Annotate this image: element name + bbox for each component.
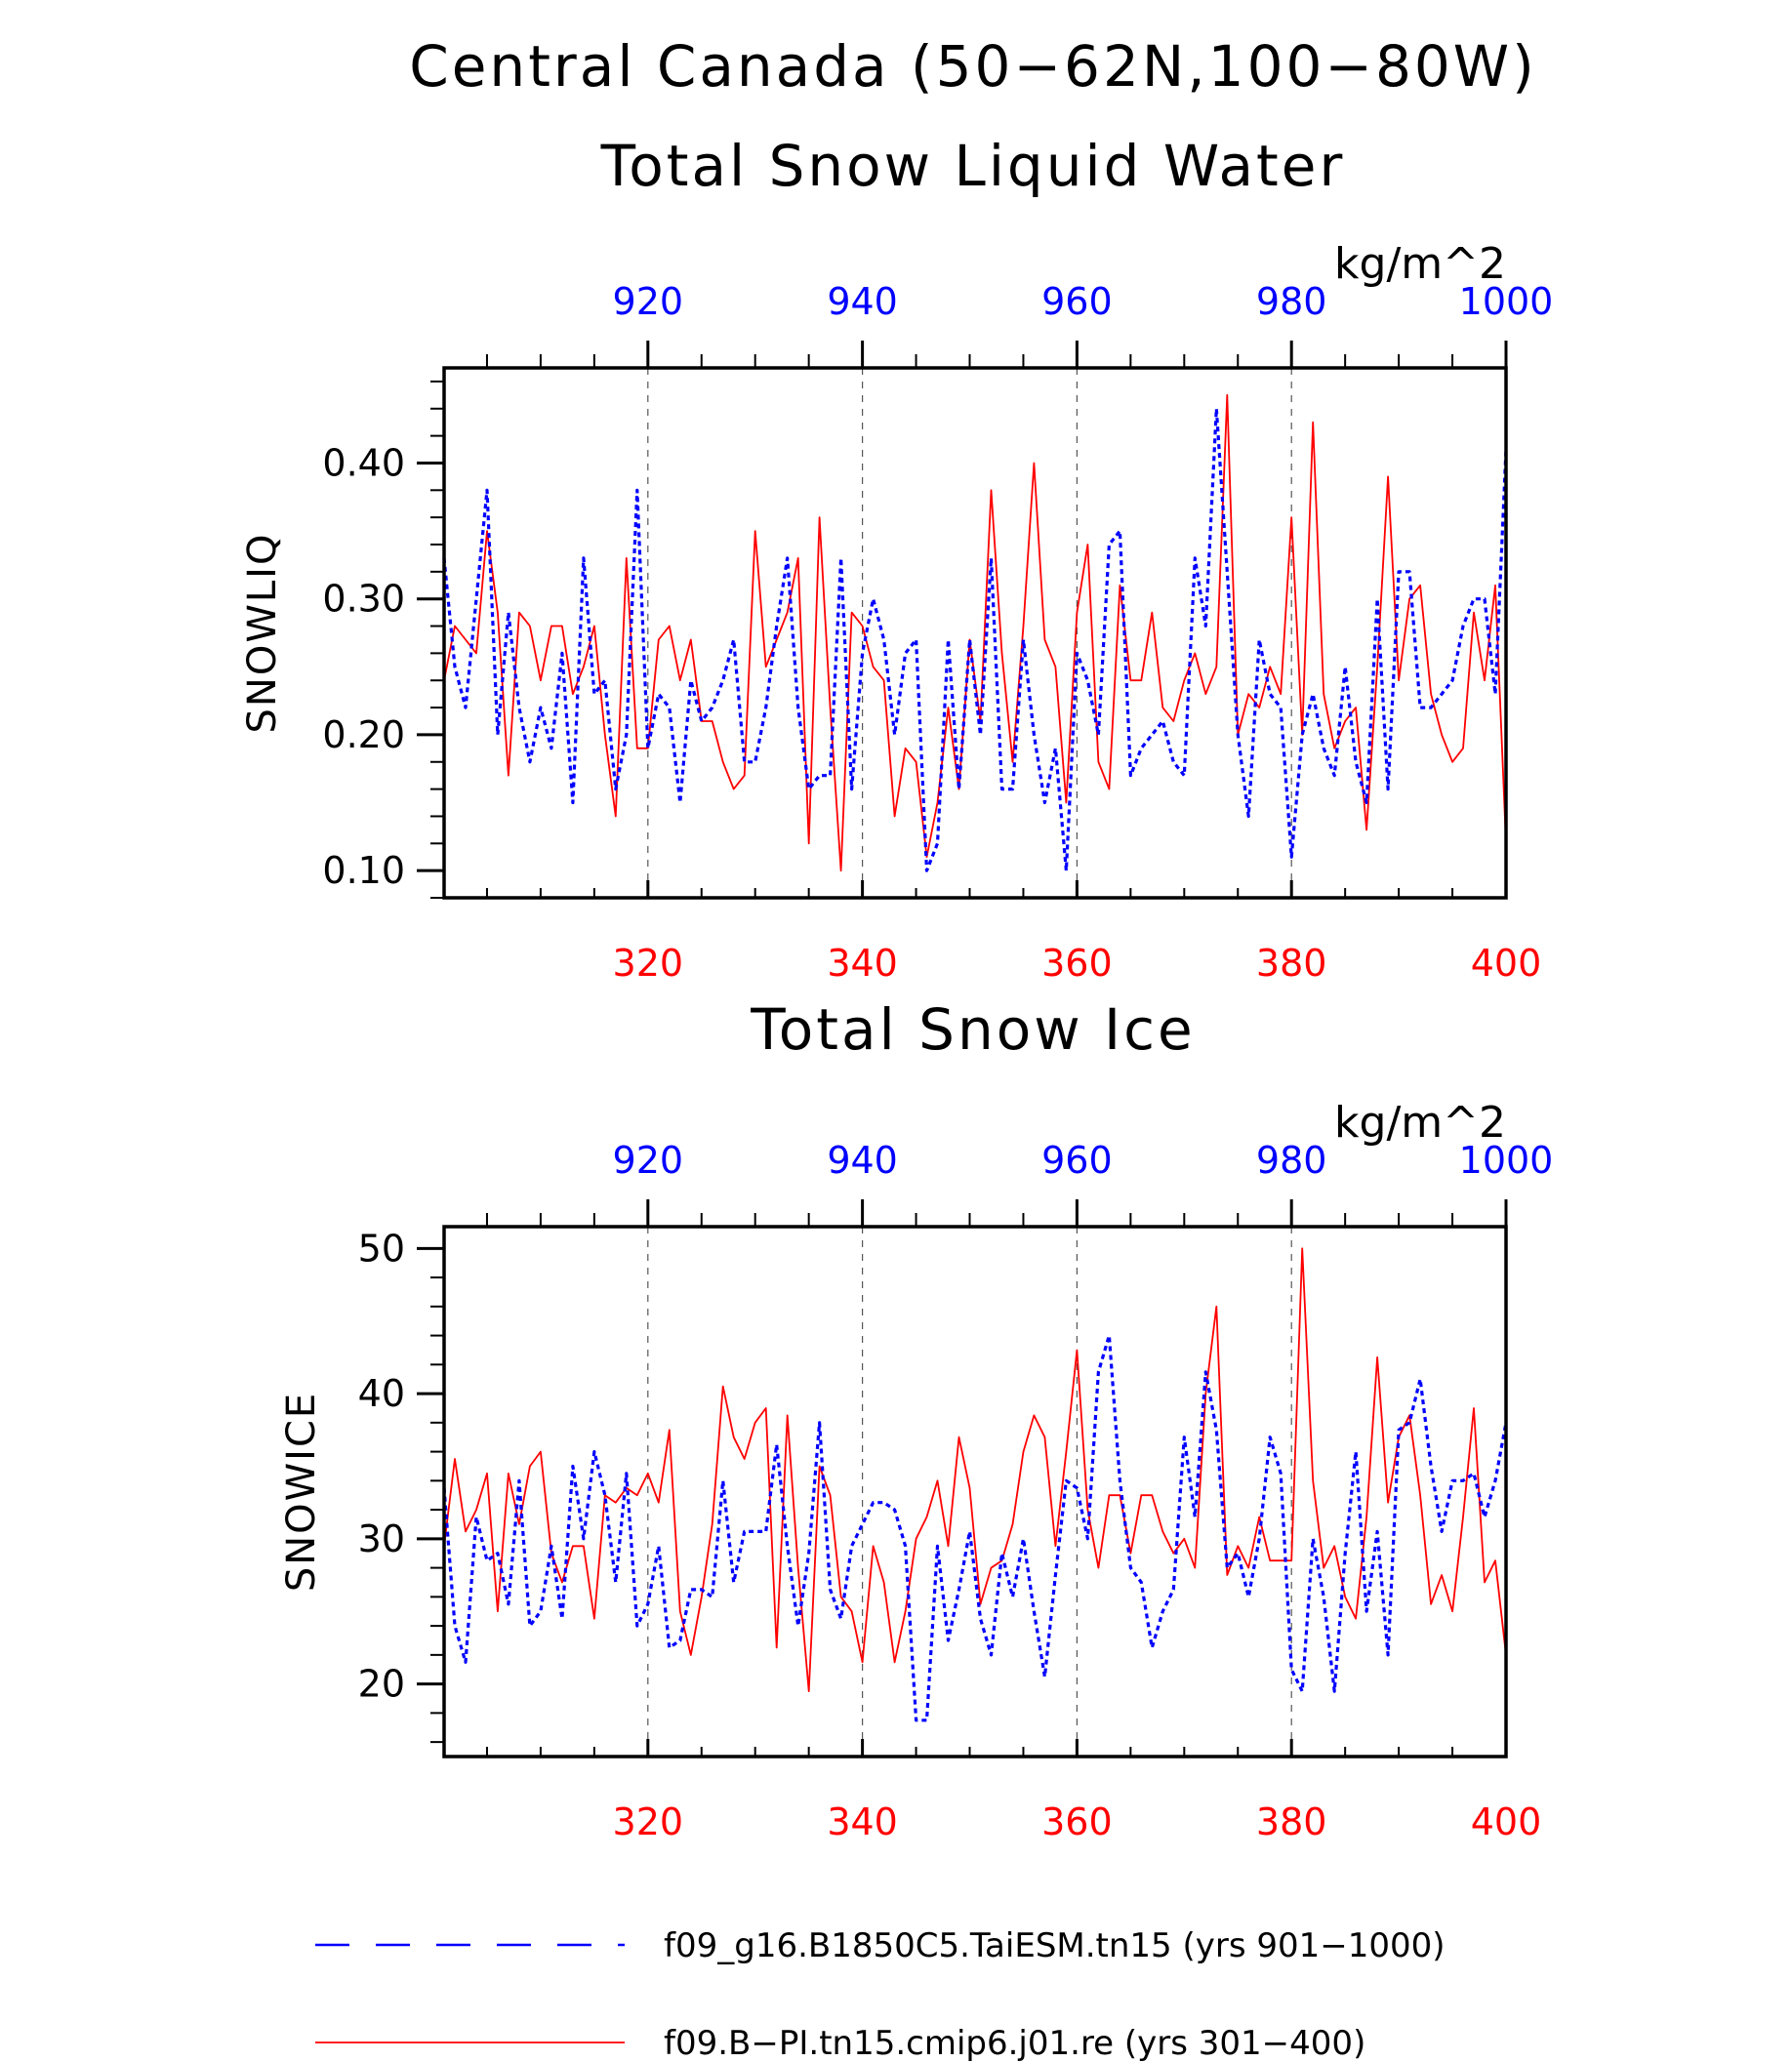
y-tick-label: 30 bbox=[358, 1517, 405, 1560]
chart-title: Total Snow Ice bbox=[750, 996, 1196, 1063]
x-tick-label: 340 bbox=[827, 942, 898, 985]
y-tick-label: 40 bbox=[358, 1372, 405, 1415]
chart-panel-2: Total Snow Ice kg/m^2 SNOWICE 320 340 360 380 4… bbox=[279, 996, 1553, 1843]
x-tick-label: 400 bbox=[1471, 1800, 1542, 1843]
y-axis-label: SNOWICE bbox=[279, 1392, 324, 1592]
x-tick-label: 360 bbox=[1041, 1800, 1113, 1843]
plot-frame bbox=[442, 366, 1508, 900]
x-tick-label: 380 bbox=[1256, 1800, 1327, 1843]
y-tick-label: 0.30 bbox=[322, 578, 405, 621]
top-tick-label: 940 bbox=[827, 1139, 898, 1182]
series-line-blue bbox=[442, 1333, 1508, 1722]
series-line-red bbox=[443, 393, 1507, 872]
top-tick-label: 1000 bbox=[1459, 1139, 1554, 1182]
y-axis-label: SNOWLIQ bbox=[240, 533, 285, 734]
chart-title: Total Snow Liquid Water bbox=[600, 133, 1346, 199]
top-tick-label: 940 bbox=[827, 280, 898, 323]
y-tick-label: 20 bbox=[358, 1663, 405, 1706]
top-tick-label: 980 bbox=[1256, 1139, 1327, 1182]
x-tick-label: 320 bbox=[613, 942, 684, 985]
y-tick-label: 50 bbox=[358, 1227, 405, 1270]
top-tick-label: 920 bbox=[613, 1139, 684, 1182]
top-tick-label: 960 bbox=[1041, 280, 1113, 323]
top-tick-label: 980 bbox=[1256, 280, 1327, 323]
series-line-blue bbox=[442, 407, 1508, 872]
x-tick-label: 320 bbox=[613, 1800, 684, 1843]
legend-label-2: f09.B−PI.tn15.cmip6.j01.re (yrs 301−400) bbox=[664, 2024, 1365, 2062]
y-tick-label: 0.10 bbox=[322, 849, 405, 892]
x-tick-label: 340 bbox=[827, 1800, 898, 1843]
x-tick-label: 380 bbox=[1256, 942, 1327, 985]
plot-frame bbox=[442, 1225, 1508, 1759]
units-label: kg/m^2 bbox=[1334, 239, 1506, 289]
series-line-red bbox=[443, 1247, 1507, 1692]
y-tick-label: 0.40 bbox=[322, 441, 405, 484]
chart-panels: Total Snow Liquid Water kg/m^2 SNOWLIQ 320 3… bbox=[240, 133, 1553, 1843]
top-tick-label: 920 bbox=[613, 280, 684, 323]
figure-title: Central Canada (50−62N,100−80W) bbox=[409, 33, 1537, 100]
chart-panel-1: Total Snow Liquid Water kg/m^2 SNOWLIQ 320 3… bbox=[240, 133, 1553, 985]
legend: f09_g16.B1850C5.TaiESM.tn15 (yrs 901−100… bbox=[315, 1926, 1446, 2062]
x-tick-label: 360 bbox=[1041, 942, 1113, 985]
top-tick-label: 960 bbox=[1041, 1139, 1113, 1182]
legend-label-1: f09_g16.B1850C5.TaiESM.tn15 (yrs 901−100… bbox=[664, 1926, 1446, 1965]
y-tick-label: 0.20 bbox=[322, 713, 405, 756]
units-label: kg/m^2 bbox=[1334, 1098, 1506, 1148]
top-tick-label: 1000 bbox=[1459, 280, 1554, 323]
x-tick-label: 400 bbox=[1471, 942, 1542, 985]
